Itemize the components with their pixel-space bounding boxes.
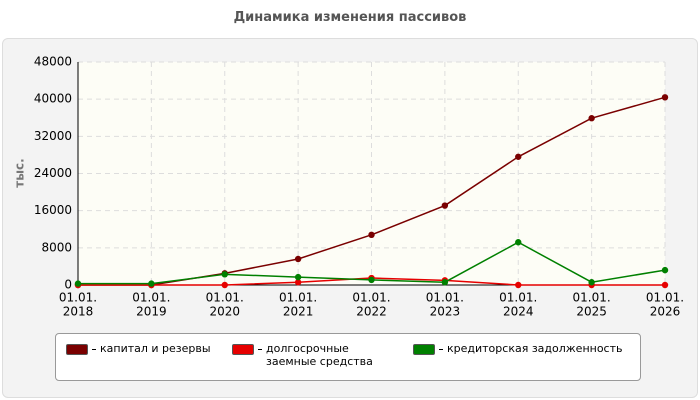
legend-label: кредиторская задолженность (447, 342, 623, 355)
data-point (588, 279, 595, 286)
data-point (294, 273, 302, 281)
data-point (441, 279, 449, 286)
legend-item: кредиторская задолженность (413, 342, 623, 372)
data-point (294, 279, 302, 286)
x-tick-label: 01.01. (426, 291, 464, 305)
y-tick-label: 8000 (41, 240, 72, 254)
x-tick-label: 2023 (430, 305, 461, 319)
legend-item: капитал и резервы (66, 342, 216, 372)
y-tick-label: 24000 (34, 166, 72, 180)
legend-label: капитал и резервы (100, 342, 211, 355)
data-point (441, 202, 449, 209)
x-tick-label: 2024 (503, 305, 534, 319)
x-tick-label: 01.01. (646, 291, 684, 305)
legend-dash (439, 349, 443, 350)
x-tick-label: 01.01. (132, 291, 170, 305)
data-point (148, 280, 155, 287)
x-tick-label: 2021 (283, 305, 314, 319)
y-tick-label: 0 (64, 278, 72, 292)
data-point (221, 271, 228, 278)
data-point (661, 94, 669, 101)
data-point (661, 266, 669, 274)
x-tick-label: 01.01. (206, 291, 244, 305)
data-point (515, 281, 522, 289)
x-tick-label: 2026 (650, 305, 681, 319)
data-point (294, 255, 302, 263)
x-tick-label: 01.01. (499, 291, 537, 305)
x-tick-label: 2025 (576, 305, 607, 319)
data-point (515, 153, 522, 160)
data-point (588, 115, 595, 122)
data-point (661, 281, 669, 289)
legend-dash (92, 349, 96, 350)
data-point (74, 280, 82, 287)
x-tick-label: 2018 (63, 305, 94, 319)
y-tick-label: 16000 (34, 203, 72, 217)
legend-swatch (66, 344, 88, 355)
data-point (221, 281, 228, 289)
data-point (368, 276, 375, 284)
x-tick-label: 01.01. (352, 291, 390, 305)
legend-swatch (232, 344, 254, 355)
legend-dash (258, 349, 262, 350)
legend-item: долгосрочные заемные средства (232, 342, 397, 372)
x-tick-label: 2019 (136, 305, 167, 319)
x-tick-label: 01.01. (59, 291, 97, 305)
y-tick-label: 40000 (34, 92, 72, 106)
chart-title: Динамика изменения пассивов (233, 10, 467, 25)
x-tick-label: 2020 (209, 305, 240, 319)
legend-swatch (413, 344, 435, 355)
x-tick-label: 2022 (356, 305, 387, 319)
y-tick-label: 48000 (34, 55, 72, 69)
data-point (368, 231, 375, 239)
legend-label: долгосрочные заемные средства (266, 342, 373, 368)
x-tick-label: 01.01. (573, 291, 611, 305)
legend: капитал и резервы долгосрочные заемные ср… (55, 333, 641, 381)
data-point (515, 239, 522, 246)
y-tick-label: 32000 (34, 129, 72, 143)
x-tick-label: 01.01. (279, 291, 317, 305)
y-axis-label: тыс. (13, 158, 27, 187)
